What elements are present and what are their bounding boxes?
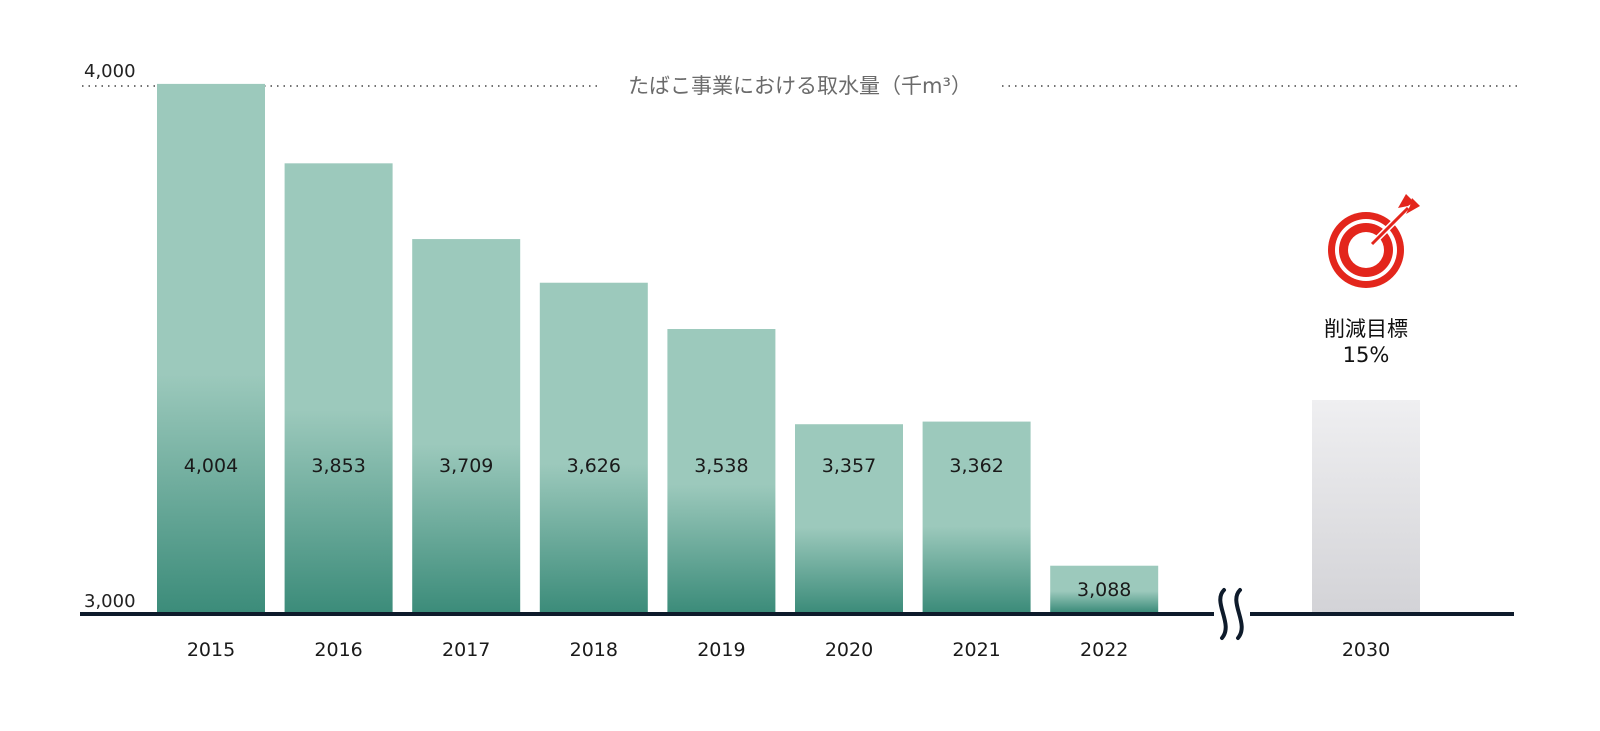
target-percent: 15% <box>1343 343 1390 367</box>
bar-2016 <box>284 163 393 612</box>
value-label-2018: 3,626 <box>567 455 621 477</box>
value-label-2017: 3,709 <box>439 455 493 477</box>
value-label-2015: 4,004 <box>184 455 238 477</box>
bar-2020 <box>795 424 903 612</box>
axis-break-icon <box>1214 588 1250 640</box>
bar-2021 <box>922 421 1031 612</box>
x-label-2021: 2021 <box>952 639 1000 661</box>
x-labels-group: 2015 2016 2017 2018 2019 2020 2021 2022 <box>187 639 1129 661</box>
x-label-2019: 2019 <box>697 639 745 661</box>
bar-2022 <box>1050 565 1159 612</box>
x-label-2022: 2022 <box>1080 639 1128 661</box>
value-label-2020: 3,357 <box>822 455 876 477</box>
x-label-2018: 2018 <box>570 639 618 661</box>
y-tick-bottom: 3,000 <box>84 591 136 612</box>
value-label-2019: 3,538 <box>694 455 748 477</box>
value-label-2016: 3,853 <box>311 455 365 477</box>
x-label-2016: 2016 <box>314 639 362 661</box>
y-tick-top: 4,000 <box>84 61 136 82</box>
bar-2015 <box>157 83 265 612</box>
bar-target-2030 <box>1312 400 1420 612</box>
x-label-2015: 2015 <box>187 639 235 661</box>
value-label-2021: 3,362 <box>949 455 1003 477</box>
x-label-2030: 2030 <box>1342 639 1390 661</box>
chart-title: たばこ事業における取水量（千m³） <box>628 74 972 98</box>
x-label-2017: 2017 <box>442 639 490 661</box>
bar-2018 <box>539 282 648 612</box>
target-label: 削減目標 <box>1324 317 1408 341</box>
value-labels-group: 4,004 3,853 3,709 3,626 3,538 3,357 3,362 3,088 <box>184 455 1132 601</box>
target-arrow-icon <box>1328 194 1420 288</box>
value-label-2022: 3,088 <box>1077 579 1131 601</box>
bars-group <box>157 83 1159 613</box>
x-label-2020: 2020 <box>825 639 873 661</box>
bar-2019 <box>667 329 776 612</box>
bar-2017 <box>412 239 521 613</box>
